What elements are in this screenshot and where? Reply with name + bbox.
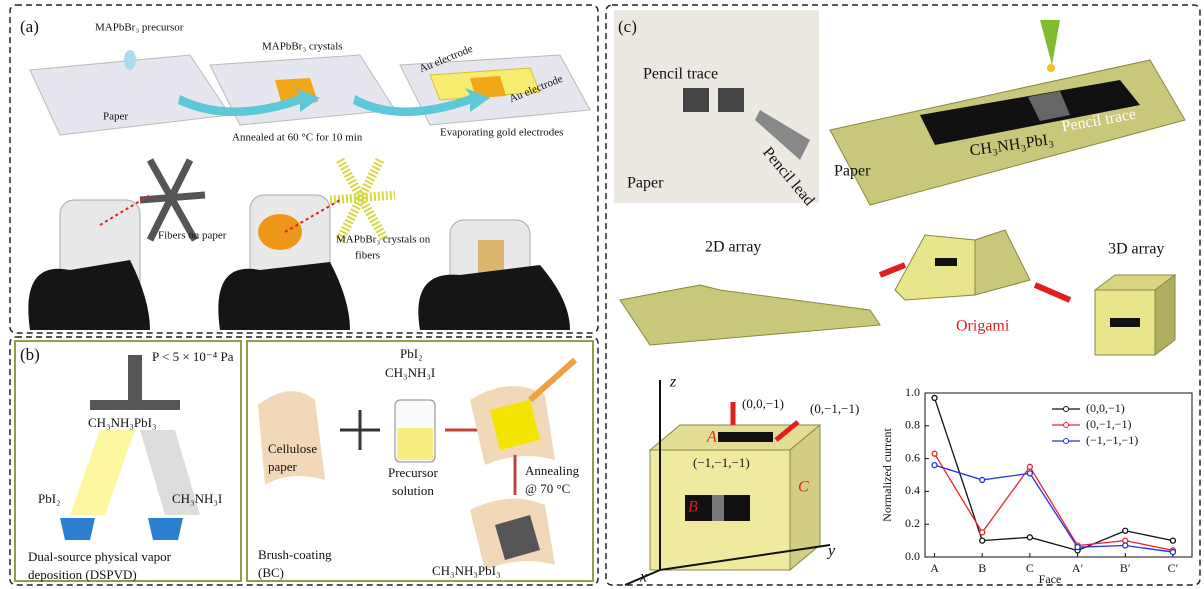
label: @ 70 °C (525, 481, 570, 496)
label: MAPbBr₃ precursor (95, 22, 184, 34)
label: Pencil trace (643, 66, 718, 83)
label: MAPbBr₃ crystals (262, 41, 343, 53)
label: CH₃NH₃I (172, 491, 222, 506)
label: B (688, 499, 698, 516)
label: A (706, 429, 717, 446)
label: 2D array (705, 239, 761, 256)
legend-marker (1063, 422, 1069, 428)
label: z (669, 374, 677, 391)
label: Evaporating gold electrodes (440, 127, 563, 139)
label: Fibers on paper (158, 230, 227, 242)
y-tick-label: 0.6 (905, 450, 920, 464)
legend-label: (−1,−1,−1) (1086, 433, 1138, 447)
series-line (934, 464, 1174, 553)
label: Annealed at 60 °C for 10 min (232, 132, 363, 144)
label: paper (268, 459, 298, 474)
legend-marker (1063, 406, 1069, 412)
b-illustrations (60, 355, 577, 570)
x-tick-label: B (978, 561, 986, 575)
label: PbI₂ (38, 491, 61, 506)
label: Cellulose (268, 441, 317, 456)
legend-label: (0,0,−1) (1086, 401, 1125, 415)
data-point (1122, 537, 1129, 544)
data-point (1122, 542, 1129, 549)
x-tick-label: A′ (1072, 561, 1084, 575)
series-line (933, 397, 1174, 552)
data-point (1026, 534, 1034, 541)
label: MAPbBr₃ crystals on (336, 234, 431, 246)
data-point (979, 537, 986, 544)
y-tick-label: 0.4 (905, 483, 920, 497)
label: Paper (627, 175, 664, 192)
label: Precursor (388, 465, 438, 480)
label: 3D array (1108, 241, 1164, 258)
label: P < 5 × 10⁻⁴ Pa (152, 349, 234, 364)
label: Brush-coating (258, 547, 332, 562)
label: x (639, 569, 647, 586)
label: (−1,−1,−1) (693, 455, 750, 470)
label: y (826, 543, 836, 560)
x-tick-label: C (1026, 561, 1034, 575)
data-point (1169, 548, 1177, 556)
x-axis-label: Face (1039, 572, 1062, 586)
label: CH₃NH₃PbI₃ (432, 563, 501, 578)
data-point (1026, 470, 1034, 477)
label: Annealing (525, 463, 580, 478)
label: Origami (956, 318, 1010, 335)
plot-frame (924, 392, 1193, 558)
legend-label: (0,−1,−1) (1086, 417, 1132, 431)
data-point (979, 529, 986, 536)
data-point (979, 476, 986, 484)
label: deposition (DSPVD) (28, 567, 137, 582)
x-tick-label: B′ (1120, 561, 1131, 575)
y-axis-label: Normalized current (880, 428, 894, 522)
data-point (1169, 537, 1177, 544)
chart: Face Normalized current 0.0 0.2 0.4 0.6 0.8 1… (880, 385, 1193, 586)
legend-marker (1063, 438, 1069, 444)
y-tick-label: 0.0 (905, 549, 920, 563)
x-tick-label: C′ (1168, 561, 1179, 575)
y-tick-label: 0.8 (905, 418, 920, 432)
data-point (1026, 463, 1034, 470)
b-boxes (14, 340, 594, 582)
label: CH₃NH₃I (385, 365, 435, 380)
label: solution (392, 483, 434, 498)
label: (BC) (258, 565, 284, 580)
label: C (798, 479, 809, 496)
frames (9, 4, 1201, 586)
label: (0,0,−1) (742, 396, 784, 411)
data-point (931, 394, 938, 402)
label: (0,−1,−1) (810, 401, 859, 416)
panel-label: (c) (618, 17, 637, 36)
label: PbI₂ (400, 346, 423, 361)
label: Paper (103, 111, 128, 123)
x-tick-label: A (930, 561, 939, 575)
panel-label: (b) (20, 345, 40, 364)
label: Dual-source physical vapor (28, 549, 172, 564)
series-line (933, 453, 1174, 552)
y-tick-label: 1.0 (905, 385, 920, 399)
data-point (931, 462, 938, 469)
c-illustrations (614, 10, 1186, 586)
y-tick-label: 0.2 (905, 516, 920, 530)
data-point (1074, 544, 1081, 551)
label: Paper (834, 163, 871, 180)
data-point (931, 450, 938, 457)
a-illustrations (28, 50, 591, 330)
label: fibers (355, 250, 380, 262)
label: CH₃NH₃PbI₃ (88, 415, 157, 430)
data-point (1122, 527, 1129, 534)
panel-label: (a) (20, 17, 39, 36)
